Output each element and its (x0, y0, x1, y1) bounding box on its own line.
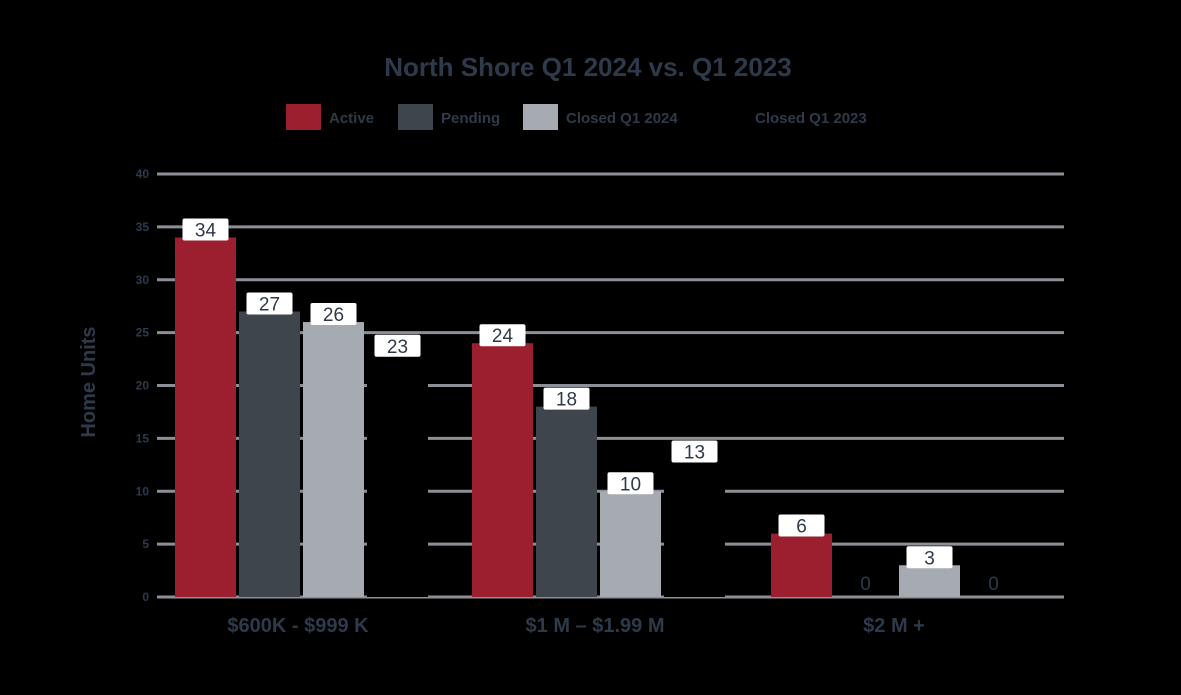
y-tick-label: 35 (136, 220, 150, 234)
chart-title: North Shore Q1 2024 vs. Q1 2023 (384, 52, 792, 82)
legend-swatch (712, 104, 747, 130)
legend-label: Pending (441, 110, 500, 127)
y-axis-title: Home Units (78, 326, 100, 437)
y-tick-label: 10 (136, 484, 150, 498)
bar (664, 459, 725, 597)
legend-swatch (286, 104, 321, 130)
bar (536, 406, 597, 597)
data-label-bg (374, 334, 421, 357)
data-label-bg (182, 218, 229, 241)
y-tick-label: 20 (136, 379, 150, 393)
bar (175, 237, 236, 597)
legend: Active Pending Closed Q1 2024 Closed Q1 202… (286, 104, 867, 130)
data-label: 6 (796, 517, 807, 538)
data-label: 0 (860, 574, 871, 595)
bar (239, 311, 300, 597)
bars (175, 237, 960, 597)
data-label-bg (246, 292, 293, 315)
data-label-bg (671, 440, 718, 463)
data-label: 24 (492, 326, 514, 347)
data-label: 34 (195, 220, 217, 241)
y-tick-label: 40 (136, 167, 150, 181)
category-label: $1 M – $1.99 M (526, 615, 665, 637)
y-tick-label: 0 (142, 590, 149, 604)
y-tick-label: 25 (136, 326, 150, 340)
data-label-bg (479, 324, 526, 347)
y-tick-label: 5 (142, 537, 149, 551)
data-label-bg (310, 303, 357, 326)
category-label: $2 M + (863, 615, 925, 637)
y-tick-label: 30 (136, 273, 150, 287)
data-label: 3 (924, 548, 935, 569)
legend-label: Closed Q1 2024 (566, 110, 678, 127)
bar (600, 491, 661, 597)
category-labels: $600K - $999 K $1 M – $1.99 M $2 M + (227, 615, 924, 637)
data-label: 18 (556, 390, 577, 411)
legend-label: Closed Q1 2023 (755, 110, 867, 127)
data-label-bg (906, 546, 953, 569)
data-label: 26 (323, 305, 344, 326)
y-tick-label: 15 (136, 431, 150, 445)
bar (771, 533, 832, 597)
data-label-bg (778, 514, 825, 537)
bar (367, 353, 428, 597)
bar (303, 322, 364, 597)
data-label: 23 (387, 337, 408, 358)
data-label: 0 (988, 574, 999, 595)
data-label: 27 (259, 294, 280, 315)
data-label: 13 (684, 443, 705, 464)
bar (472, 343, 533, 597)
legend-swatch (398, 104, 433, 130)
legend-swatch (523, 104, 558, 130)
legend-label: Active (329, 110, 374, 127)
bar (899, 565, 960, 597)
data-label-bg (607, 472, 654, 495)
data-labels: 34 27 26 23 24 18 10 13 6 0 3 0 (182, 218, 999, 595)
y-tick-labels: 0 5 10 15 20 25 30 35 40 (136, 167, 150, 604)
data-label-bg (543, 387, 590, 410)
category-label: $600K - $999 K (227, 615, 369, 637)
data-label: 10 (620, 474, 641, 495)
